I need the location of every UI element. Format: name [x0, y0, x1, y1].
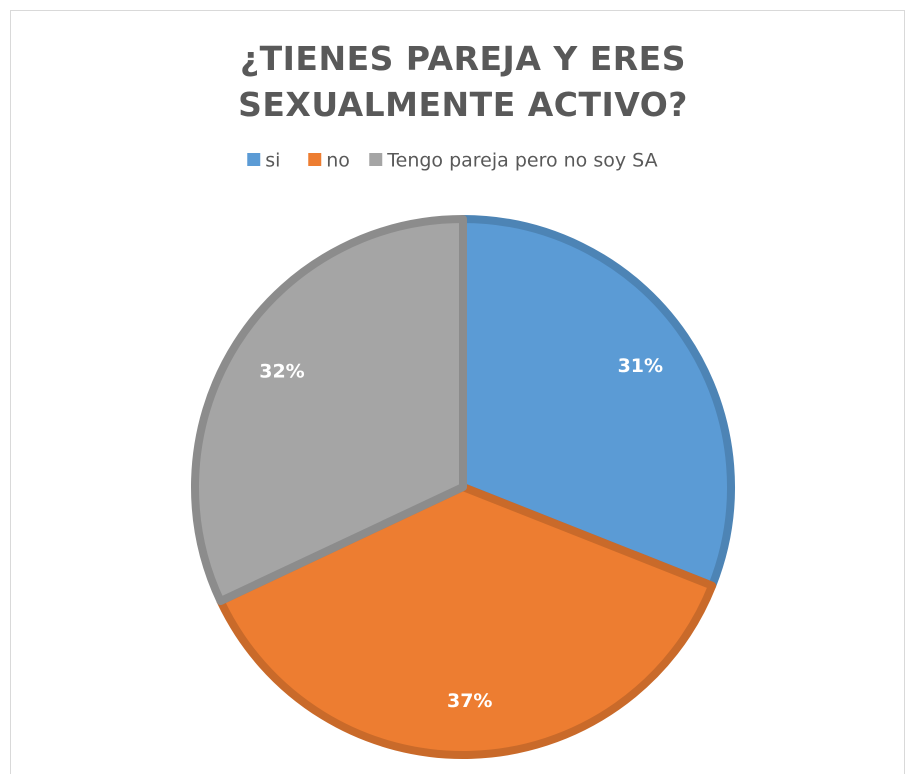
legend-label: no — [326, 150, 350, 172]
legend-swatch — [369, 153, 383, 166]
chart-frame — [10, 10, 905, 774]
legend-label: si — [265, 150, 280, 172]
legend-label: Tengo pareja pero no soy SA — [386, 150, 657, 172]
pie-slice — [459, 215, 735, 590]
chart-title: ¿TIENES PAREJA Y ERES SEXUALMENTE ACTIVO… — [238, 39, 688, 124]
legend-swatch — [247, 153, 261, 166]
data-label: 32% — [259, 361, 304, 383]
pie-slice — [191, 215, 467, 606]
data-label: 31% — [618, 355, 663, 377]
legend-swatch — [308, 153, 322, 166]
pie-slice — [216, 483, 717, 759]
data-label: 37% — [447, 690, 492, 712]
